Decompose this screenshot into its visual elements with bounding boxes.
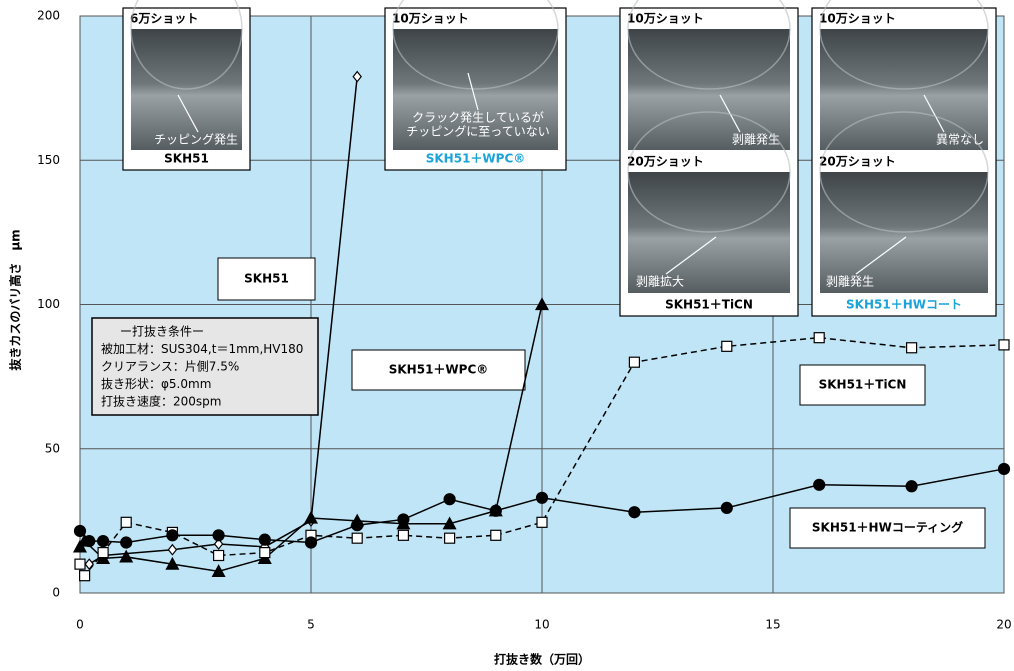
chart: 打抜き数（万回） 抜きカスのバリ高さ μm 0 50 100 150 200 0 5 10 15… [0, 0, 1014, 671]
x-axis-title: 打抜き数（万回） [494, 652, 590, 667]
x-tick-label: 5 [307, 618, 315, 632]
y-tick-label: 200 [37, 9, 60, 23]
marker [814, 479, 825, 490]
y-axis-title: 抜きカスのバリ高さ μm [8, 229, 23, 370]
marker [721, 502, 732, 513]
marker [722, 341, 732, 351]
photo-note: クラック発生しているが [412, 110, 544, 125]
x-tick-label: 10 [534, 618, 549, 632]
inset-caption: SKH51＋TiCN [665, 298, 753, 312]
marker [352, 533, 362, 543]
condition-line: クリアランス：片側7.5% [101, 360, 239, 374]
marker [907, 343, 917, 353]
marker [121, 537, 132, 548]
y-tick-label: 50 [45, 441, 60, 455]
series-label: SKH51＋TiCN [819, 378, 907, 392]
marker [98, 536, 109, 547]
marker [444, 494, 455, 505]
marker [80, 571, 90, 581]
marker [352, 520, 363, 531]
marker [167, 530, 178, 541]
inset-caption: SKH51＋WPC® [426, 152, 526, 166]
marker [490, 505, 501, 516]
x-tick-label: 15 [765, 618, 780, 632]
series-label: SKH51＋WPC® [389, 363, 489, 377]
marker [629, 507, 640, 518]
condition-line: 打抜き速度：200spm [101, 394, 221, 409]
marker [398, 530, 408, 540]
marker [306, 537, 317, 548]
marker [98, 548, 108, 558]
marker [75, 559, 85, 569]
marker [259, 534, 270, 545]
marker [214, 550, 224, 560]
photo-title: 6万ショット [130, 12, 198, 26]
marker [84, 536, 95, 547]
marker [999, 340, 1009, 350]
photo-note: 剥離発生 [826, 275, 874, 289]
inset-caption: SKH51 [164, 152, 209, 166]
marker [260, 548, 270, 558]
photo-title: 10万ショット [392, 12, 469, 26]
marker [121, 517, 131, 527]
y-tick-label: 100 [37, 297, 60, 311]
series-label: SKH51＋HWコーティング [812, 520, 963, 535]
marker [213, 530, 224, 541]
marker [491, 530, 501, 540]
y-tick-label: 150 [37, 153, 60, 167]
marker [814, 333, 824, 343]
marker [445, 533, 455, 543]
marker [999, 463, 1010, 474]
series-label: SKH51 [244, 272, 289, 286]
photo-note: 異常なし [936, 133, 984, 147]
marker [75, 525, 86, 536]
marker [906, 481, 917, 492]
y-tick-label: 0 [52, 586, 60, 600]
photo-title: 10万ショット [627, 12, 704, 26]
photo-note: チッピングに至っていない [406, 125, 549, 139]
photo-note: チッピング発生 [154, 133, 238, 147]
inset-caption: SKH51＋HWコート [846, 298, 962, 312]
photo-title: 20万ショット [627, 155, 704, 169]
marker [537, 517, 547, 527]
x-tick-label: 20 [996, 618, 1011, 632]
photo-title: 10万ショット [819, 12, 896, 26]
condition-line: 抜き形状：φ5.0mm [101, 377, 211, 391]
x-tick-label: 0 [76, 618, 84, 632]
marker [629, 357, 639, 367]
marker [398, 514, 409, 525]
photo-title: 20万ショット [819, 155, 896, 169]
condition-line: ー打抜き条件ー [120, 325, 204, 339]
condition-line: 被加工材：SUS304,t＝1mm,HV180 [101, 342, 303, 356]
photo-note: 剥離拡大 [636, 275, 684, 289]
marker [537, 492, 548, 503]
